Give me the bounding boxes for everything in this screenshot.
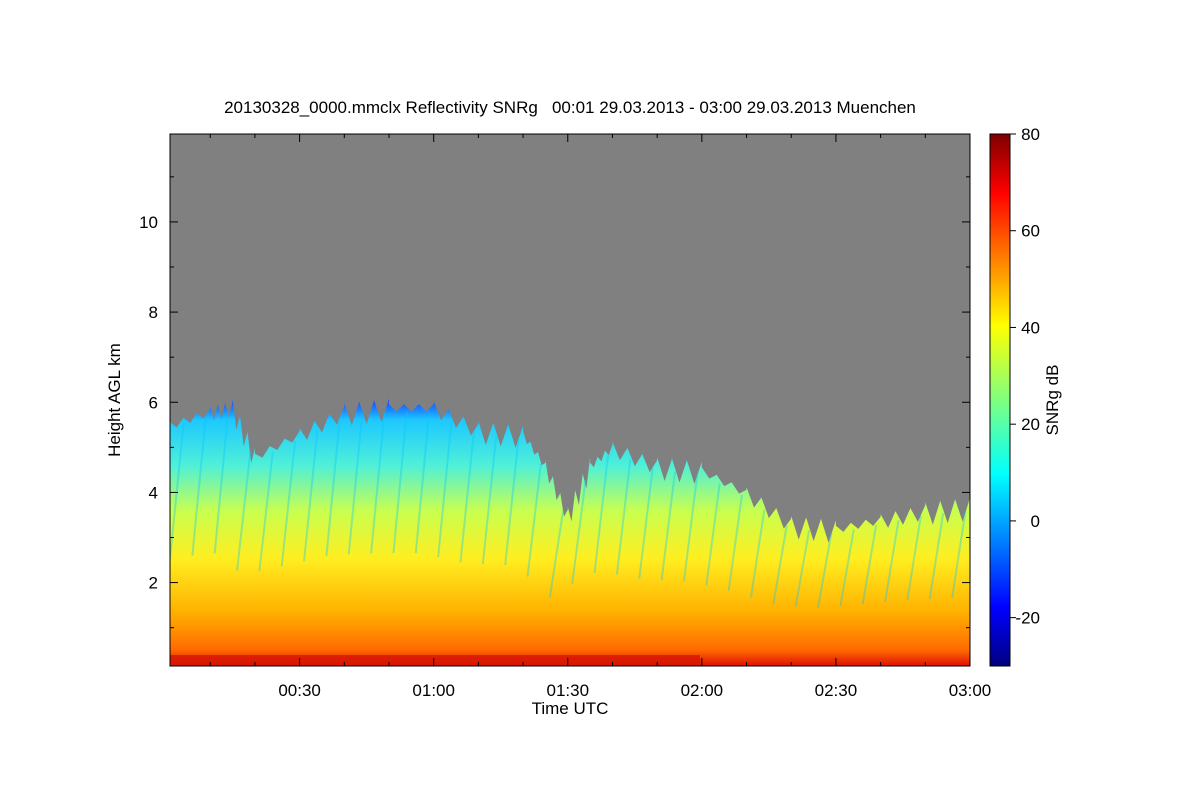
colorbar-tick-label: 20: [1021, 415, 1040, 434]
fall-streaks: [170, 411, 967, 608]
streak: [459, 431, 475, 563]
streak: [705, 483, 721, 586]
surface-band: [170, 655, 700, 666]
colorbar-tick-label: 60: [1021, 222, 1040, 241]
y-tick-label: 8: [149, 303, 158, 322]
colorbar-tick-label: 40: [1021, 318, 1040, 337]
colorbar: [989, 133, 1011, 667]
streak: [571, 479, 587, 585]
y-tick-label: 6: [149, 393, 158, 412]
streak: [191, 417, 207, 556]
streak: [236, 450, 252, 572]
streak: [593, 455, 609, 574]
colorbar-label: SNRg dB: [1043, 365, 1062, 436]
streak: [526, 463, 542, 577]
streak: [504, 437, 520, 566]
x-tick-label: 02:30: [815, 681, 858, 700]
x-tick-label: 01:30: [546, 681, 589, 700]
x-axis-label: Time UTC: [532, 699, 609, 718]
streak: [638, 467, 654, 579]
y-axis: 2 4 6 8 10: [139, 176, 970, 629]
streak: [347, 413, 364, 555]
streak: [258, 451, 274, 572]
streak: [682, 473, 699, 582]
streak: [727, 494, 744, 591]
colorbar-tick-label: -20: [1015, 609, 1040, 628]
colorbar-tick-label: 80: [1021, 125, 1040, 144]
colorbar-tick-label: 0: [1031, 512, 1040, 531]
streak: [839, 529, 855, 607]
x-axis: 00:30 01:00 01:30 02:00 02:30 03:00: [209, 134, 992, 700]
x-tick-label: 02:00: [681, 681, 724, 700]
chart-title: 20130328_0000.mmclx Reflectivity SNRg 00…: [224, 98, 916, 117]
streak: [481, 435, 498, 565]
streak: [906, 515, 922, 601]
x-tick-label: 03:00: [949, 681, 992, 700]
streak: [615, 458, 632, 575]
streak: [392, 411, 408, 554]
streak: [280, 440, 297, 567]
streak: [928, 513, 945, 600]
streak: [548, 509, 565, 598]
y-tick-label: 4: [149, 483, 158, 502]
streak: [794, 530, 811, 607]
x-tick-label: 00:30: [278, 681, 321, 700]
y-axis-label: Height AGL km: [105, 343, 124, 457]
colorbar-axis: 80 60 40 20 0 -20: [1010, 125, 1040, 628]
plot-frame: [169, 133, 971, 667]
streak: [437, 420, 453, 558]
streak: [861, 524, 878, 605]
streak: [951, 510, 967, 599]
streak: [414, 411, 431, 554]
streak: [817, 532, 833, 608]
cloud-layer: [170, 398, 970, 666]
streak: [370, 411, 386, 554]
streak: [303, 429, 319, 562]
streak: [772, 525, 788, 605]
streak: [213, 412, 230, 554]
streak: [750, 509, 766, 598]
streak: [884, 520, 900, 603]
y-tick-label: 10: [139, 213, 158, 232]
x-tick-label: 01:00: [412, 681, 455, 700]
streak: [325, 417, 341, 557]
y-tick-label: 2: [149, 574, 158, 593]
streak: [660, 471, 677, 581]
